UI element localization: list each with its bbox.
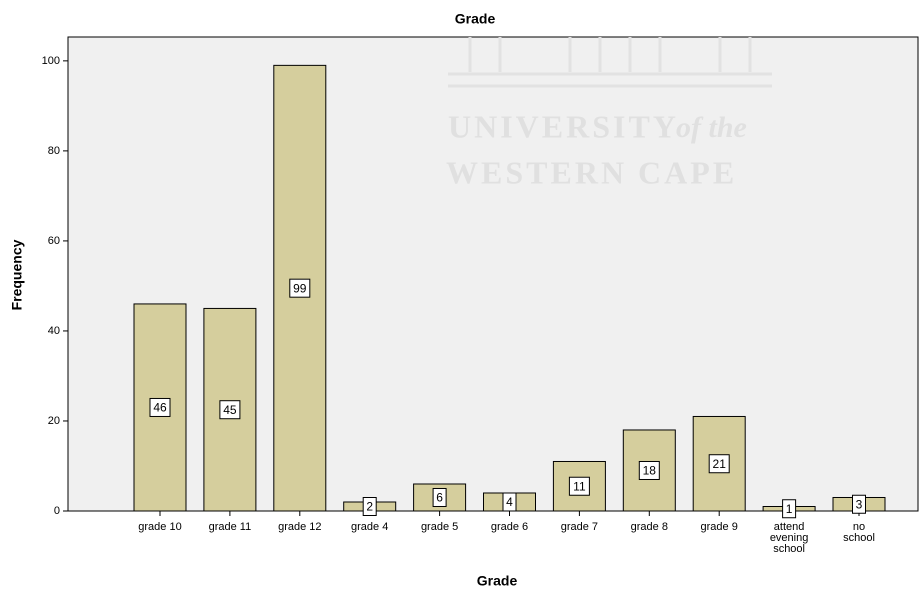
data-label: 1 — [786, 502, 793, 516]
data-label: 2 — [366, 500, 373, 514]
x-tick-label: grade 12 — [278, 521, 322, 533]
data-label: 99 — [293, 281, 307, 295]
y-tick-label: 40 — [48, 325, 60, 337]
data-label-box — [782, 499, 797, 519]
data-label-box — [638, 460, 660, 480]
watermark-text: of the — [676, 111, 747, 144]
x-tick-label: attend evening school — [769, 521, 809, 555]
x-tick-label: grade 5 — [420, 521, 459, 533]
data-label: 18 — [643, 464, 657, 478]
y-tick-label: 80 — [48, 145, 60, 157]
watermark-logo — [448, 37, 772, 88]
chart-title: Grade — [455, 11, 496, 27]
data-label: 11 — [573, 479, 586, 493]
data-label-box — [149, 397, 171, 417]
data-label: 45 — [223, 403, 237, 417]
data-label-box — [362, 496, 377, 516]
x-tick-label: grade 11 — [208, 521, 252, 533]
x-axis-label: Grade — [477, 573, 518, 589]
y-tick-label: 100 — [42, 55, 60, 67]
y-tick-label: 20 — [48, 415, 60, 427]
x-tick-label: grade 10 — [138, 521, 182, 533]
x-tick-label: grade 7 — [560, 521, 599, 533]
data-label: 46 — [153, 401, 167, 415]
x-tick-label: grade 9 — [700, 521, 738, 533]
data-label-box — [432, 487, 447, 507]
data-label-box — [219, 400, 241, 420]
x-tick-label: no school — [843, 521, 875, 544]
data-label: 4 — [506, 495, 513, 509]
data-label-box — [708, 454, 730, 474]
x-tick-label: grade 6 — [490, 521, 529, 533]
data-label: 21 — [713, 457, 727, 471]
x-tick-label: grade 4 — [351, 521, 389, 533]
data-label: 6 — [436, 491, 443, 505]
x-tick-label: grade 8 — [630, 521, 668, 533]
data-label: 3 — [856, 497, 863, 511]
y-tick-label: 60 — [48, 235, 60, 247]
watermark-text: WESTERN CAPE — [446, 154, 737, 190]
data-label-box — [852, 494, 866, 514]
y-axis-label: Frequency — [9, 239, 25, 310]
data-label-box — [568, 476, 590, 496]
y-tick-label: 0 — [54, 505, 60, 517]
data-label-box — [289, 278, 311, 298]
watermark-text: UNIVERSITY — [448, 108, 679, 144]
data-label-box — [502, 492, 517, 512]
